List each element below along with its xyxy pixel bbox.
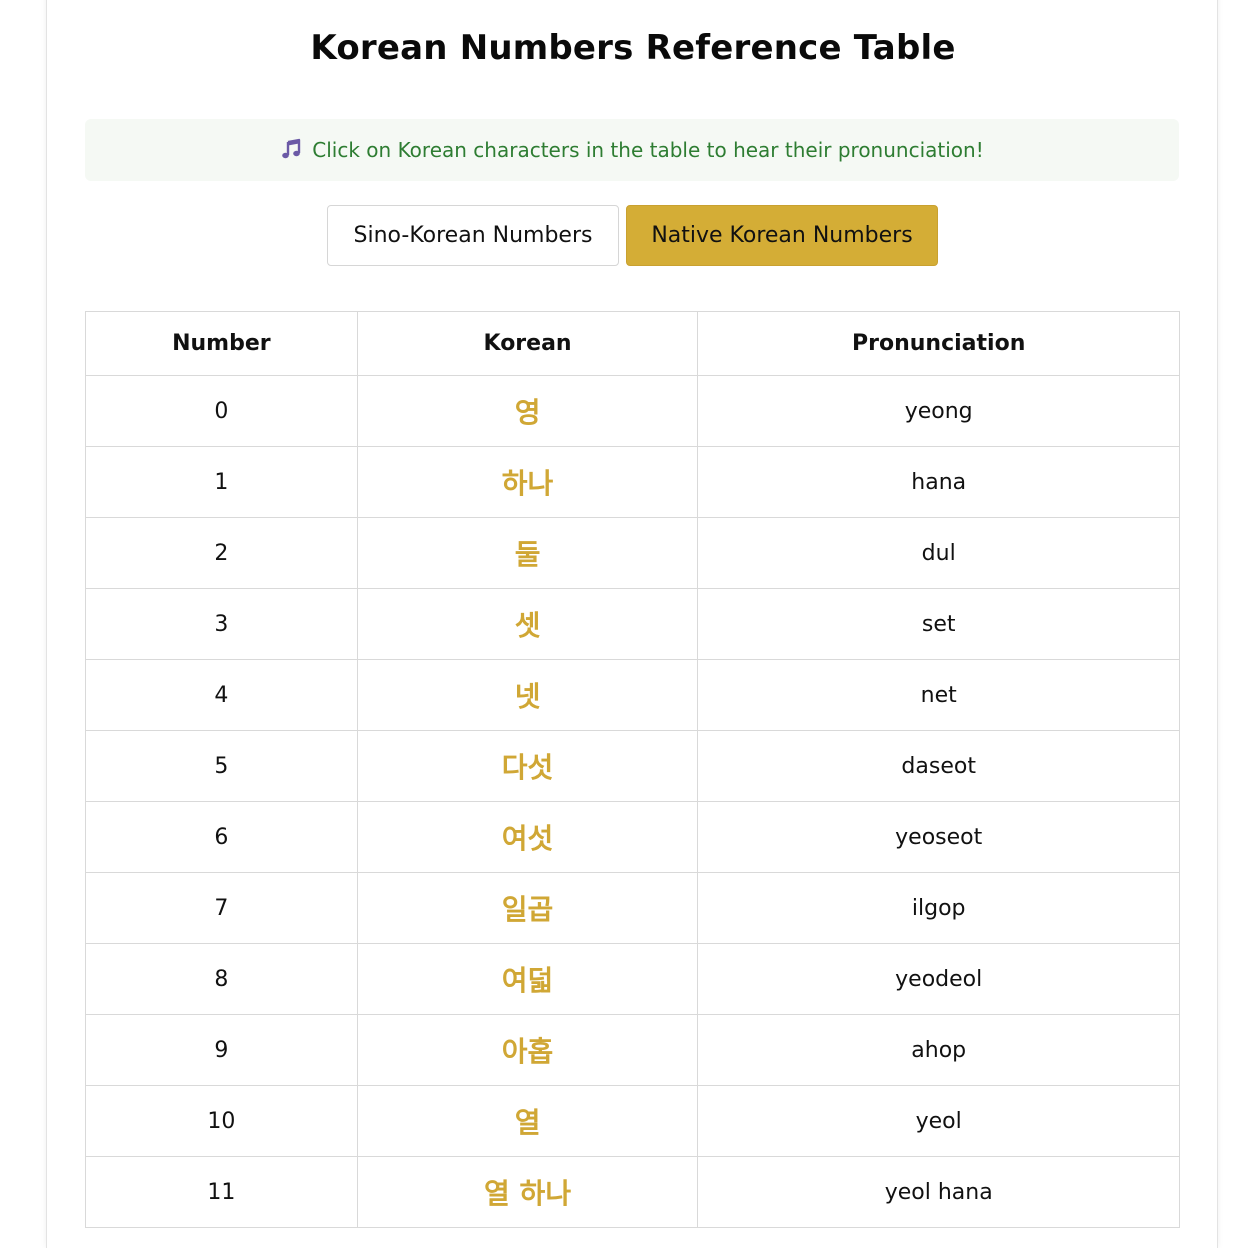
korean-cell[interactable]: 영 (357, 376, 698, 447)
pronunciation-cell: daseot (698, 731, 1180, 802)
table-header-row: Number Korean Pronunciation (86, 312, 1180, 376)
pronunciation-cell: ahop (698, 1015, 1180, 1086)
number-cell: 9 (86, 1015, 358, 1086)
table-row: 11 열 하나 yeol hana (86, 1157, 1180, 1228)
korean-cell[interactable]: 열 (357, 1086, 698, 1157)
column-header-number: Number (86, 312, 358, 376)
number-cell: 1 (86, 447, 358, 518)
table-body: 0 영 yeong 1 하나 hana 2 둘 dul 3 셋 set 4 넷 net 5 다섯 daseot 6 여… (86, 376, 1180, 1228)
korean-cell[interactable]: 여섯 (357, 802, 698, 873)
notice-text: Click on Korean characters in the table … (312, 138, 983, 162)
number-cell: 6 (86, 802, 358, 873)
pronunciation-cell: hana (698, 447, 1180, 518)
korean-cell[interactable]: 열 하나 (357, 1157, 698, 1228)
korean-cell[interactable]: 일곱 (357, 873, 698, 944)
korean-cell[interactable]: 아홉 (357, 1015, 698, 1086)
number-cell: 0 (86, 376, 358, 447)
pronunciation-cell: ilgop (698, 873, 1180, 944)
number-system-tabs: Sino-Korean Numbers Native Korean Number… (327, 205, 938, 266)
page-title: Korean Numbers Reference Table (47, 28, 1219, 68)
table-row: 2 둘 dul (86, 518, 1180, 589)
column-header-korean: Korean (357, 312, 698, 376)
korean-cell[interactable]: 둘 (357, 518, 698, 589)
pronunciation-cell: set (698, 589, 1180, 660)
pronunciation-cell: net (698, 660, 1180, 731)
table-row: 6 여섯 yeoseot (86, 802, 1180, 873)
korean-cell[interactable]: 하나 (357, 447, 698, 518)
number-cell: 4 (86, 660, 358, 731)
table-row: 0 영 yeong (86, 376, 1180, 447)
tab-sino-korean[interactable]: Sino-Korean Numbers (327, 205, 619, 266)
table-row: 8 여덟 yeodeol (86, 944, 1180, 1015)
music-note-icon (280, 138, 302, 160)
number-cell: 10 (86, 1086, 358, 1157)
pronunciation-cell: yeol (698, 1086, 1180, 1157)
korean-cell[interactable]: 다섯 (357, 731, 698, 802)
table-row: 9 아홉 ahop (86, 1015, 1180, 1086)
table-row: 7 일곱 ilgop (86, 873, 1180, 944)
korean-cell[interactable]: 넷 (357, 660, 698, 731)
column-header-pronunciation: Pronunciation (698, 312, 1180, 376)
table-row: 3 셋 set (86, 589, 1180, 660)
table-row: 4 넷 net (86, 660, 1180, 731)
pronunciation-notice: Click on Korean characters in the table … (85, 119, 1179, 181)
content-card: Korean Numbers Reference Table Click on … (46, 0, 1218, 1248)
number-cell: 2 (86, 518, 358, 589)
pronunciation-cell: dul (698, 518, 1180, 589)
numbers-table: Number Korean Pronunciation 0 영 yeong 1 하나 ha… (85, 311, 1180, 1228)
number-cell: 7 (86, 873, 358, 944)
korean-cell[interactable]: 셋 (357, 589, 698, 660)
table-row: 10 열 yeol (86, 1086, 1180, 1157)
pronunciation-cell: yeoseot (698, 802, 1180, 873)
pronunciation-cell: yeodeol (698, 944, 1180, 1015)
table-row: 5 다섯 daseot (86, 731, 1180, 802)
pronunciation-cell: yeol hana (698, 1157, 1180, 1228)
korean-cell[interactable]: 여덟 (357, 944, 698, 1015)
table-row: 1 하나 hana (86, 447, 1180, 518)
tab-native-korean[interactable]: Native Korean Numbers (626, 205, 938, 266)
number-cell: 8 (86, 944, 358, 1015)
number-cell: 3 (86, 589, 358, 660)
number-cell: 5 (86, 731, 358, 802)
number-cell: 11 (86, 1157, 358, 1228)
pronunciation-cell: yeong (698, 376, 1180, 447)
